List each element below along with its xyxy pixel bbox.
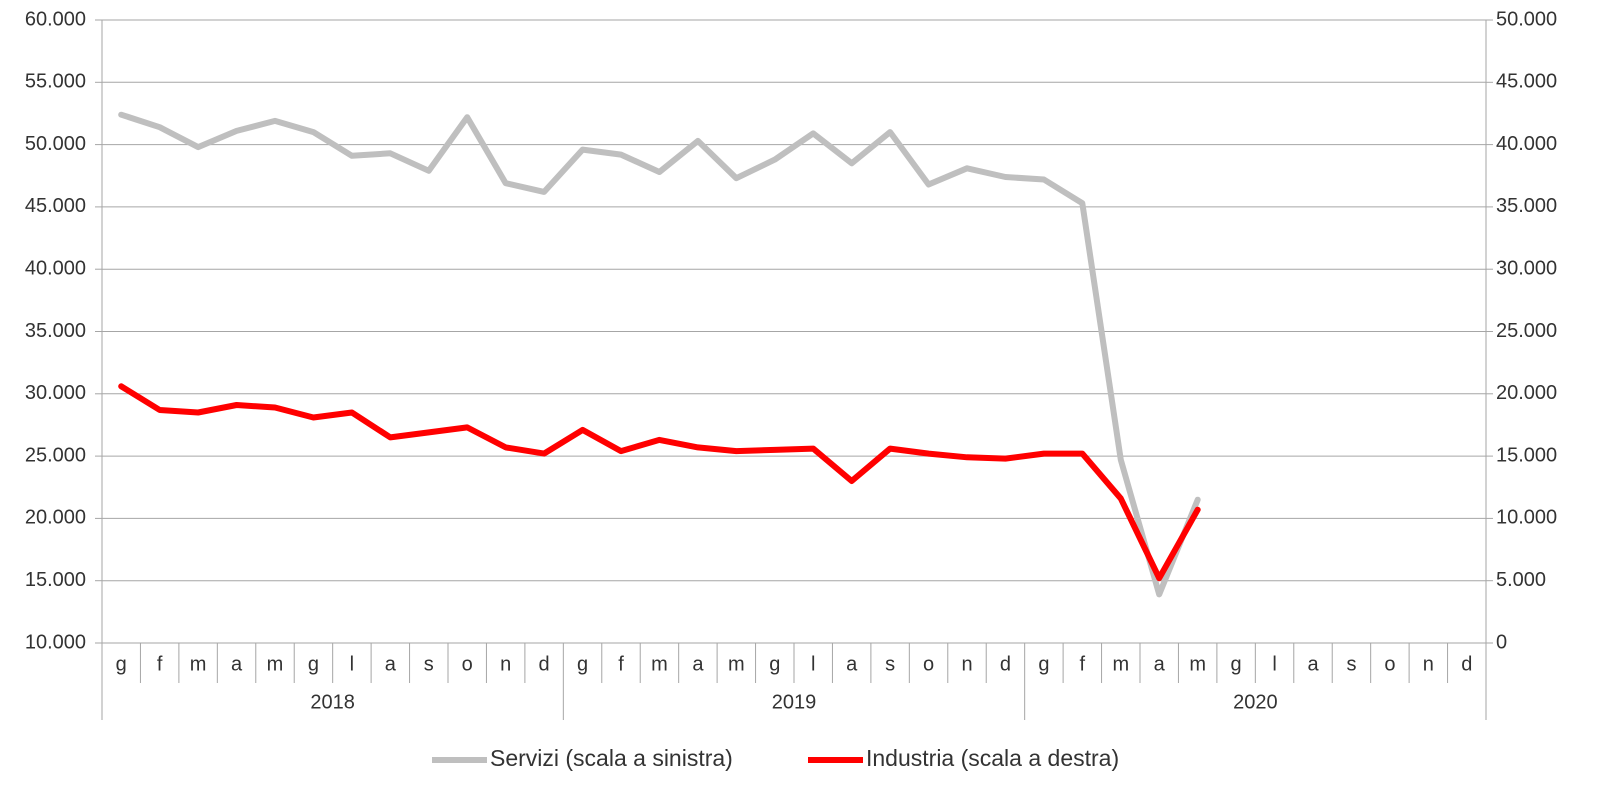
x-tick-label: l bbox=[811, 653, 815, 675]
x-tick-label: l bbox=[1272, 653, 1276, 675]
legend-label: Industria (scala a destra) bbox=[866, 745, 1119, 771]
x-tick-label: n bbox=[500, 653, 511, 675]
y2-tick-label: 30.000 bbox=[1496, 257, 1557, 279]
y-tick-label: 55.000 bbox=[25, 71, 86, 93]
x-tick-label: m bbox=[1112, 653, 1129, 675]
y-tick-label: 10.000 bbox=[25, 631, 86, 653]
y2-tick-label: 15.000 bbox=[1496, 444, 1557, 466]
y2-tick-label: 0 bbox=[1496, 631, 1507, 653]
x-tick-label: g bbox=[1231, 653, 1242, 675]
x-tick-label: m bbox=[267, 653, 284, 675]
y2-tick-label: 50.000 bbox=[1496, 8, 1557, 30]
x-tick-label: o bbox=[1384, 653, 1395, 675]
y2-tick-label: 5.000 bbox=[1496, 569, 1546, 591]
legend-label: Servizi (scala a sinistra) bbox=[490, 745, 733, 771]
x-tick-label: m bbox=[1189, 653, 1206, 675]
y-tick-label: 20.000 bbox=[25, 507, 86, 529]
x-tick-label: g bbox=[308, 653, 319, 675]
year-label: 2018 bbox=[310, 691, 355, 713]
x-tick-label: m bbox=[728, 653, 745, 675]
x-tick-label: n bbox=[1423, 653, 1434, 675]
x-tick-label: f bbox=[618, 653, 624, 675]
year-label: 2019 bbox=[772, 691, 817, 713]
x-tick-label: a bbox=[231, 653, 243, 675]
y-tick-label: 15.000 bbox=[25, 569, 86, 591]
x-tick-label: l bbox=[350, 653, 354, 675]
x-tick-label: s bbox=[424, 653, 434, 675]
x-tick-label: a bbox=[692, 653, 704, 675]
y2-tick-label: 35.000 bbox=[1496, 195, 1557, 217]
y2-tick-label: 25.000 bbox=[1496, 320, 1557, 342]
y2-tick-label: 10.000 bbox=[1496, 507, 1557, 529]
year-label: 2020 bbox=[1233, 691, 1278, 713]
x-tick-label: n bbox=[961, 653, 972, 675]
x-tick-label: o bbox=[462, 653, 473, 675]
y2-tick-label: 20.000 bbox=[1496, 382, 1557, 404]
y-tick-label: 35.000 bbox=[25, 320, 86, 342]
y-tick-label: 50.000 bbox=[25, 133, 86, 155]
x-tick-label: f bbox=[1080, 653, 1086, 675]
y-tick-label: 30.000 bbox=[25, 382, 86, 404]
x-tick-label: g bbox=[116, 653, 127, 675]
y-tick-label: 40.000 bbox=[25, 257, 86, 279]
x-tick-label: a bbox=[846, 653, 858, 675]
x-tick-label: o bbox=[923, 653, 934, 675]
x-tick-label: m bbox=[190, 653, 207, 675]
y2-tick-label: 45.000 bbox=[1496, 71, 1557, 93]
x-tick-label: g bbox=[1038, 653, 1049, 675]
x-tick-label: m bbox=[651, 653, 668, 675]
y-tick-label: 25.000 bbox=[25, 444, 86, 466]
series-line bbox=[118, 383, 1201, 582]
x-tick-label: g bbox=[577, 653, 588, 675]
x-tick-label: g bbox=[769, 653, 780, 675]
x-tick-label: d bbox=[1000, 653, 1011, 675]
x-tick-label: d bbox=[1461, 653, 1472, 675]
x-tick-label: a bbox=[1307, 653, 1319, 675]
x-tick-label: f bbox=[157, 653, 163, 675]
x-tick-label: s bbox=[885, 653, 895, 675]
y-tick-label: 60.000 bbox=[25, 8, 86, 30]
x-tick-label: a bbox=[385, 653, 397, 675]
x-tick-label: d bbox=[539, 653, 550, 675]
legend: Servizi (scala a sinistra) Industria (sca… bbox=[432, 745, 1119, 771]
series-line bbox=[118, 111, 1201, 598]
x-tick-label: a bbox=[1154, 653, 1166, 675]
x-tick-label: s bbox=[1346, 653, 1356, 675]
y2-tick-label: 40.000 bbox=[1496, 133, 1557, 155]
y-tick-label: 45.000 bbox=[25, 195, 86, 217]
